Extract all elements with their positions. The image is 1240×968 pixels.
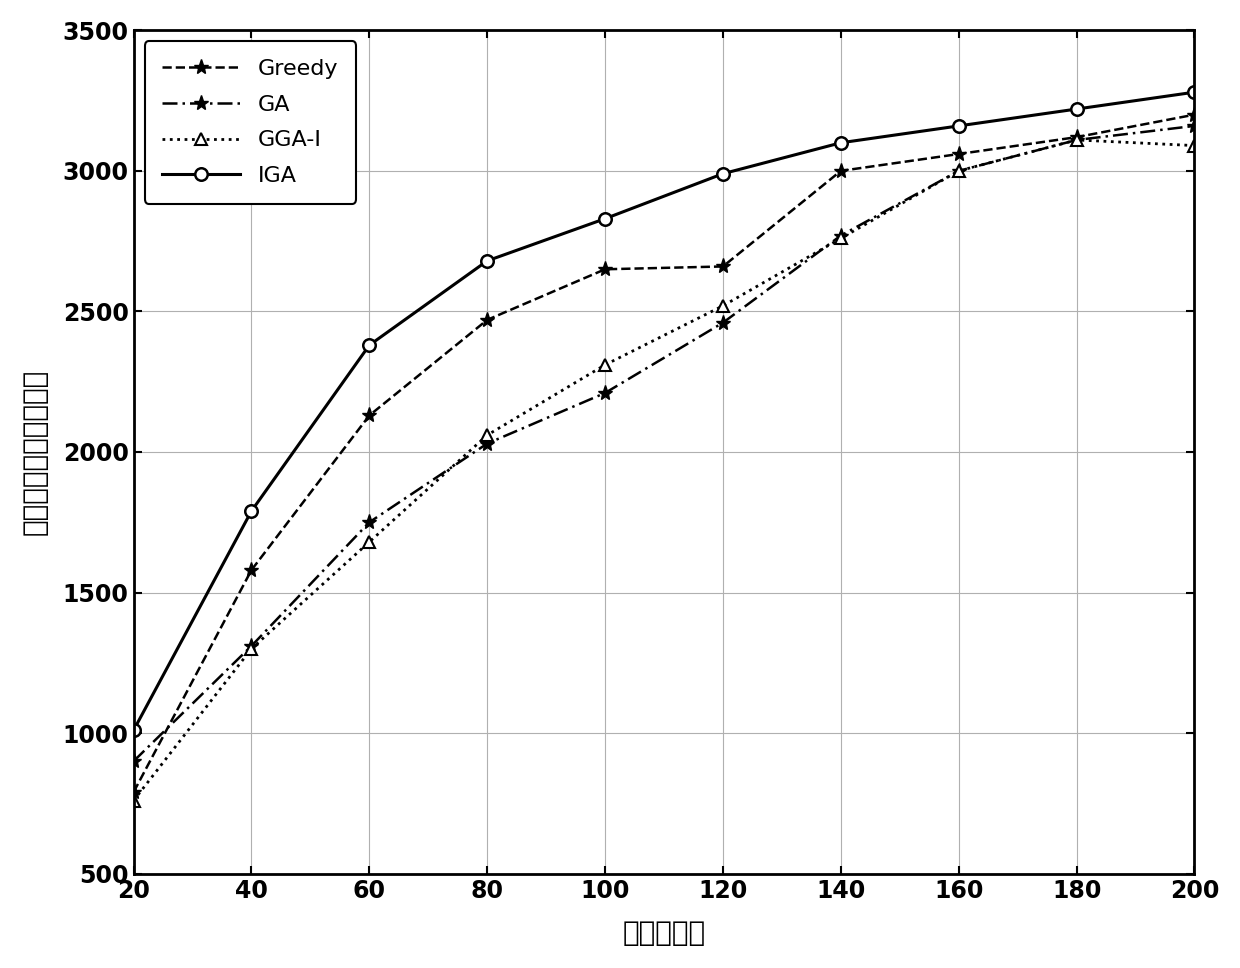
GA xyxy=(126,755,141,767)
Line: GGA-I: GGA-I xyxy=(128,134,1200,806)
GA xyxy=(951,166,966,177)
X-axis label: 参与者数量: 参与者数量 xyxy=(622,920,706,947)
IGA xyxy=(1187,86,1202,98)
GGA-I xyxy=(362,536,377,548)
IGA xyxy=(244,505,259,517)
IGA xyxy=(480,255,495,266)
GGA-I xyxy=(1069,135,1084,146)
GA xyxy=(715,317,730,328)
Legend: Greedy, GA, GGA-I, IGA: Greedy, GA, GGA-I, IGA xyxy=(145,42,356,203)
IGA xyxy=(833,136,848,148)
Greedy xyxy=(951,148,966,160)
Greedy xyxy=(126,786,141,798)
GA xyxy=(1069,135,1084,146)
Line: Greedy: Greedy xyxy=(126,107,1202,800)
GA xyxy=(1187,120,1202,132)
GGA-I xyxy=(833,232,848,244)
Greedy xyxy=(362,409,377,421)
GGA-I xyxy=(480,430,495,441)
Line: GA: GA xyxy=(126,118,1202,769)
IGA xyxy=(362,340,377,351)
IGA xyxy=(598,213,613,225)
IGA xyxy=(126,724,141,736)
IGA xyxy=(1069,104,1084,115)
GA xyxy=(362,517,377,529)
GGA-I xyxy=(715,300,730,312)
GGA-I xyxy=(598,359,613,371)
GA xyxy=(480,438,495,449)
Greedy xyxy=(715,260,730,272)
IGA xyxy=(951,120,966,132)
GA xyxy=(833,229,848,241)
Line: IGA: IGA xyxy=(128,86,1200,737)
GGA-I xyxy=(1187,139,1202,151)
GA xyxy=(244,640,259,651)
Greedy xyxy=(244,564,259,576)
Y-axis label: 感知任务平台所获效益: 感知任务平台所获效益 xyxy=(21,369,48,535)
Greedy xyxy=(1187,108,1202,120)
Greedy xyxy=(833,166,848,177)
GGA-I xyxy=(951,166,966,177)
Greedy xyxy=(1069,132,1084,143)
GGA-I xyxy=(126,795,141,806)
Greedy xyxy=(480,314,495,325)
Greedy xyxy=(598,263,613,275)
GA xyxy=(598,387,613,399)
GGA-I xyxy=(244,643,259,654)
IGA xyxy=(715,167,730,179)
